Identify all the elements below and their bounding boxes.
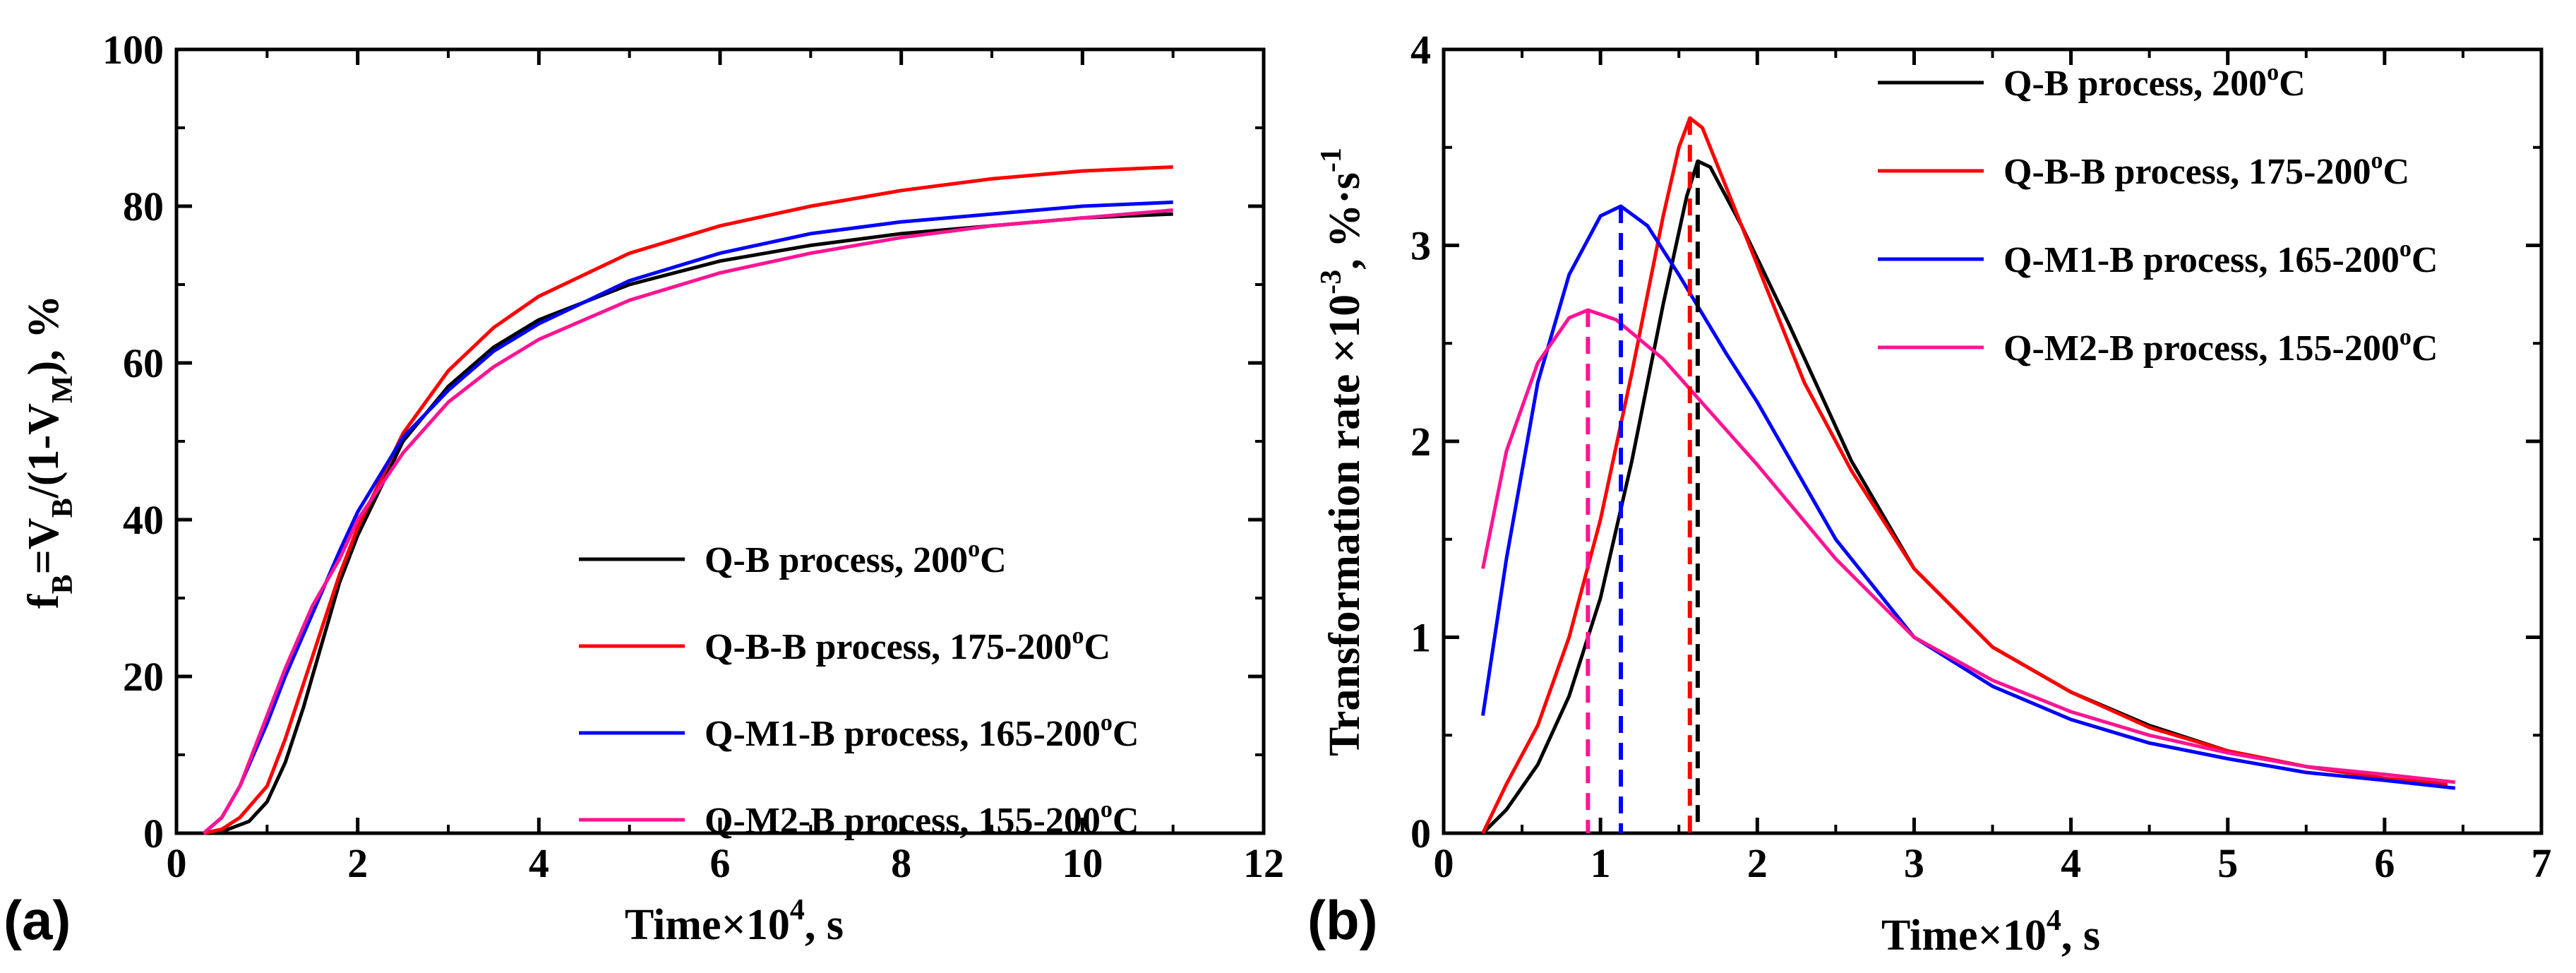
panel-a-y-axis-label-part-2: =V <box>20 518 68 574</box>
panel-b-x-axis-label-sup: 4 <box>2047 905 2061 937</box>
panel-a-y-axis-label-part-3: B <box>47 498 79 518</box>
panel-b: 0 1 2 3 4 5 6 7 0 1 2 3 4 Q-B process, 200oC Q-B-B pr… <box>1307 27 2552 960</box>
series-line-2 <box>203 165 1173 835</box>
panel-b-peak-markers <box>1586 118 1700 833</box>
panel-b-label: (b) <box>1307 889 1378 951</box>
panel-b-y-axis-label-part-0: Transformation rate ×10 <box>1321 294 1369 756</box>
panel-b-y-axis-label-part-3: -1 <box>1315 148 1348 172</box>
panel-b-x-axis-label-suffix: , s <box>2061 912 2100 960</box>
panel-a-x-axis-label-suffix: , s <box>805 901 844 949</box>
panel-b-y-axis-label: Transformation rate ×10-3, %·s-1 <box>1315 148 1369 756</box>
y-tick-label: 40 <box>123 497 164 543</box>
x-tick-label: 3 <box>1904 840 1924 886</box>
x-tick-label: 1 <box>1590 840 1611 886</box>
y-tick-label: 4 <box>1410 27 1431 73</box>
x-tick-label: 6 <box>2374 840 2395 886</box>
svg-text:Transformation rate ×10-3, %·s: Transformation rate ×10-3, %·s-1 <box>1315 148 1369 756</box>
x-tick-label: 2 <box>347 840 368 886</box>
x-tick-label: 4 <box>2061 840 2081 886</box>
panel-a-y-axis-label-part-5: M <box>47 375 79 403</box>
legend-entry-3: Q-M1-B process, 165-200oC <box>705 710 1139 754</box>
panel-a-legend: Q-B process, 200oC Q-B-B process, 175-200… <box>579 536 1139 841</box>
panel-b-x-axis-label-main: Time×10 <box>1881 912 2047 960</box>
svg-text:fB=VB/(1-VM), %: fB=VB/(1-VM), % <box>20 295 79 609</box>
panel-a-ticks: 0 2 4 6 8 10 12 0 20 40 60 80 100 <box>102 27 1284 886</box>
panel-a: 0 2 4 6 8 10 12 0 20 40 60 80 100 Q-B process, 200oC… <box>4 27 1284 951</box>
panel-b-y-axis-label-part-2: , %·s <box>1321 172 1369 270</box>
panel-a-x-axis-label-sup: 4 <box>790 894 805 926</box>
y-tick-label: 2 <box>1410 419 1431 465</box>
series-line-2 <box>1481 116 2448 835</box>
legend-entry-1: Q-B process, 200oC <box>2003 59 2306 104</box>
y-tick-label: 100 <box>102 27 164 73</box>
panel-b-legend: Q-B process, 200oC Q-B-B process, 175-200… <box>1878 59 2438 369</box>
panel-a-label: (a) <box>4 889 71 951</box>
y-tick-label: 3 <box>1410 223 1431 269</box>
x-tick-label: 10 <box>1062 840 1103 886</box>
panel-a-y-axis-label-part-1: B <box>47 575 79 595</box>
legend-entry-2: Q-B-B process, 175-200oC <box>705 623 1110 667</box>
panel-a-x-axis-label: Time×104, s <box>625 894 844 949</box>
panel-a-series <box>202 165 1173 835</box>
x-tick-label: 12 <box>1243 840 1284 886</box>
y-tick-label: 80 <box>123 184 164 229</box>
y-tick-label: 1 <box>1410 615 1431 661</box>
y-tick-label: 0 <box>143 811 164 856</box>
legend-entry-2: Q-B-B process, 175-200oC <box>2003 148 2409 192</box>
panel-b-y-axis-label-part-1: -3 <box>1315 270 1348 294</box>
series-line-3 <box>202 200 1173 835</box>
legend-entry-4: Q-M2-B process, 155-200oC <box>705 796 1139 841</box>
legend-entry-1: Q-B process, 200oC <box>705 536 1007 580</box>
panel-a-y-axis-label-part-6: ), % <box>20 295 68 376</box>
legend-entry-3: Q-M1-B process, 165-200oC <box>2003 236 2438 280</box>
panel-a-x-axis-label-main: Time×10 <box>625 901 790 949</box>
x-tick-label: 5 <box>2217 840 2238 886</box>
panel-a-y-axis-label-part-4: /(1-V <box>20 403 68 499</box>
x-tick-label: 4 <box>529 840 549 886</box>
x-tick-label: 0 <box>1434 840 1454 886</box>
x-tick-label: 6 <box>710 840 731 886</box>
x-tick-label: 0 <box>167 840 187 886</box>
series-line-4 <box>1481 308 2456 784</box>
panel-a-y-axis-label-part-0: f <box>20 593 68 609</box>
x-tick-label: 2 <box>1747 840 1768 886</box>
legend-entry-4: Q-M2-B process, 155-200oC <box>2003 324 2438 369</box>
panel-b-series <box>1481 116 2456 835</box>
y-tick-label: 60 <box>123 340 164 386</box>
x-tick-label: 8 <box>891 840 911 886</box>
series-line-4 <box>202 208 1173 835</box>
panel-a-y-axis-label: fB=VB/(1-VM), % <box>20 295 79 609</box>
y-tick-label: 20 <box>123 654 164 700</box>
panel-b-ticks: 0 1 2 3 4 5 6 7 0 1 2 3 4 <box>1410 27 2552 886</box>
x-tick-label: 7 <box>2532 840 2552 886</box>
series-line-3 <box>1481 204 2456 790</box>
panel-b-x-axis-label: Time×104, s <box>1881 905 2100 960</box>
y-tick-label: 0 <box>1410 811 1431 856</box>
